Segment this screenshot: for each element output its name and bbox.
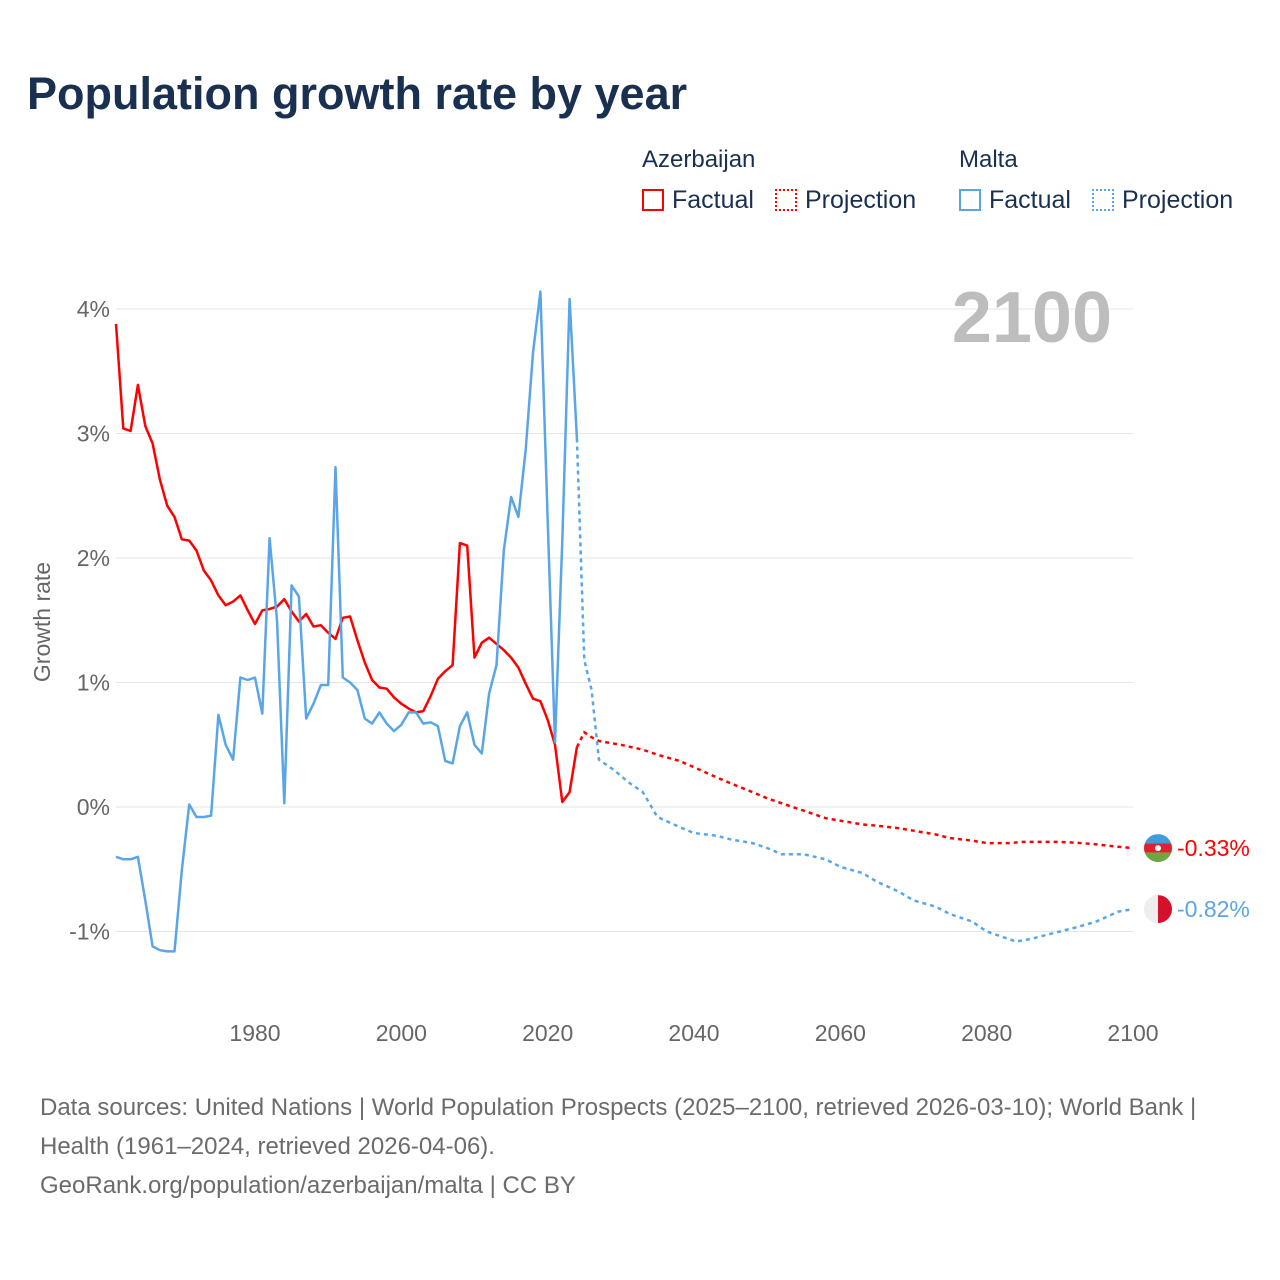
- legend-label: Factual: [672, 186, 754, 214]
- y-tick-label: 1%: [77, 670, 110, 696]
- source-note: Data sources: United Nations | World Pop…: [40, 1088, 1240, 1205]
- azerbaijan-factual-line: [114, 323, 579, 804]
- y-tick-label: 0%: [77, 794, 110, 820]
- flag-stripe: [1144, 834, 1172, 845]
- y-tick-label: 3%: [77, 421, 110, 447]
- malta-projection-line: [575, 438, 1134, 943]
- y-tick-label: 4%: [77, 296, 110, 322]
- legend-group-malta: Malta: [959, 146, 1018, 173]
- azerbaijan-projection-line: [575, 730, 1134, 850]
- x-tick-label: 2020: [522, 1020, 573, 1046]
- chart-title: Population growth rate by year: [27, 68, 688, 119]
- flag-stripe: [1144, 852, 1172, 863]
- azerbaijan-flag-icon: [1144, 834, 1172, 863]
- legend-group-azerbaijan: Azerbaijan: [642, 146, 756, 173]
- malta-end-marker: [1144, 895, 1172, 924]
- y-tick-label: -1%: [69, 919, 110, 945]
- legend-malta-factual[interactable]: Factual: [959, 186, 1071, 215]
- legend-label: Projection: [1122, 186, 1234, 214]
- y-axis-label: Growth rate: [29, 562, 55, 682]
- legend-label: Projection: [805, 186, 917, 214]
- source-text: Data sources: United Nations | World Pop…: [40, 1094, 1197, 1160]
- malta-factual-line: [115, 290, 579, 953]
- year-watermark: 2100: [952, 278, 1112, 358]
- legend-swatch-solid: [642, 189, 664, 211]
- x-tick-label: 2100: [1107, 1020, 1158, 1046]
- flag-crescent: [1155, 845, 1161, 852]
- malta-end-label: -0.82%: [1177, 896, 1250, 922]
- legend-swatch-dotted: [775, 189, 797, 211]
- x-tick-label: 1980: [229, 1020, 280, 1046]
- legend-swatch-solid: [959, 189, 981, 211]
- x-tick-label: 2000: [376, 1020, 427, 1046]
- legend-label: Factual: [989, 186, 1071, 214]
- legend-azerbaijan-factual[interactable]: Factual: [642, 186, 754, 215]
- azerbaijan-end-label: -0.33%: [1177, 835, 1250, 861]
- legend-azerbaijan-projection[interactable]: Projection: [775, 186, 916, 215]
- source-link[interactable]: GeoRank.org/population/azerbaijan/malta …: [40, 1172, 576, 1199]
- legend-swatch-dotted: [1092, 189, 1114, 211]
- azerbaijan-end-marker: [1144, 834, 1172, 863]
- malta-flag-icon: [1144, 895, 1172, 924]
- x-tick-label: 2060: [815, 1020, 866, 1046]
- x-tick-label: 2040: [668, 1020, 719, 1046]
- y-tick-label: 2%: [77, 545, 110, 571]
- x-tick-label: 2080: [961, 1020, 1012, 1046]
- legend-malta-projection[interactable]: Projection: [1092, 186, 1233, 215]
- flag-half: [1144, 895, 1158, 924]
- flag-half: [1158, 895, 1172, 924]
